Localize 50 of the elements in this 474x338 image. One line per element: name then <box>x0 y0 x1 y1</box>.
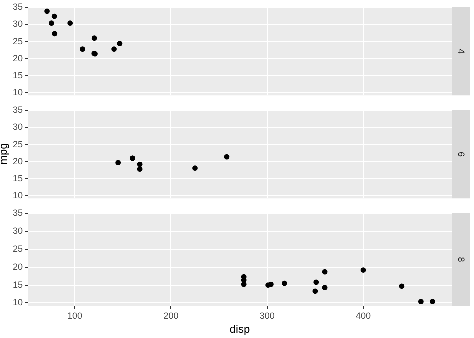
point <box>224 154 230 160</box>
point <box>44 8 50 14</box>
point <box>117 41 123 47</box>
y-tick-label: 15 <box>12 70 23 80</box>
point <box>360 268 366 273</box>
text: 4 <box>456 48 467 54</box>
y-tick-label: 25 <box>12 244 23 254</box>
point <box>68 20 74 26</box>
x-tick-label: 400 <box>356 310 372 321</box>
x-axis-title: disp <box>228 324 252 336</box>
y-tick-label: 25 <box>12 36 23 46</box>
y-tick-label: 10 <box>12 298 23 308</box>
point <box>137 166 143 172</box>
point <box>312 288 318 294</box>
point <box>399 284 405 290</box>
y-tick-label: 35 <box>12 208 23 218</box>
point <box>137 162 143 168</box>
y-tick-label: 30 <box>12 19 23 30</box>
point <box>49 20 54 26</box>
x-tick-label: 300 <box>260 310 275 321</box>
point <box>92 36 98 42</box>
y-tick-label: 25 <box>12 139 23 150</box>
point <box>80 46 86 52</box>
point <box>192 166 198 172</box>
x-tick-label: 100 <box>68 310 83 321</box>
y-tick-label: 35 <box>12 2 23 12</box>
point <box>52 31 58 37</box>
point <box>282 280 288 286</box>
x-tick-label: 200 <box>164 310 179 321</box>
point <box>322 285 328 291</box>
y-tick-label: 10 <box>12 190 23 200</box>
y-tick-label: 10 <box>12 87 23 98</box>
y-tick-label: 20 <box>12 53 23 64</box>
y-axis-title: mpg <box>0 142 10 167</box>
point <box>322 269 328 275</box>
y-tick-label: 30 <box>12 122 23 132</box>
text: 8 <box>456 257 467 262</box>
text: 6 <box>456 152 467 158</box>
point <box>314 280 320 286</box>
point <box>430 299 436 304</box>
y-tick-label: 30 <box>12 226 23 236</box>
y-tick-label: 15 <box>12 280 23 290</box>
point <box>52 14 58 20</box>
y-tick-label: 15 <box>12 173 23 184</box>
y-tick-label: 20 <box>12 262 23 272</box>
y-tick-label: 20 <box>12 156 23 166</box>
y-tick-label: 35 <box>12 105 23 116</box>
point <box>116 160 122 166</box>
point <box>418 299 424 304</box>
point <box>112 46 117 52</box>
